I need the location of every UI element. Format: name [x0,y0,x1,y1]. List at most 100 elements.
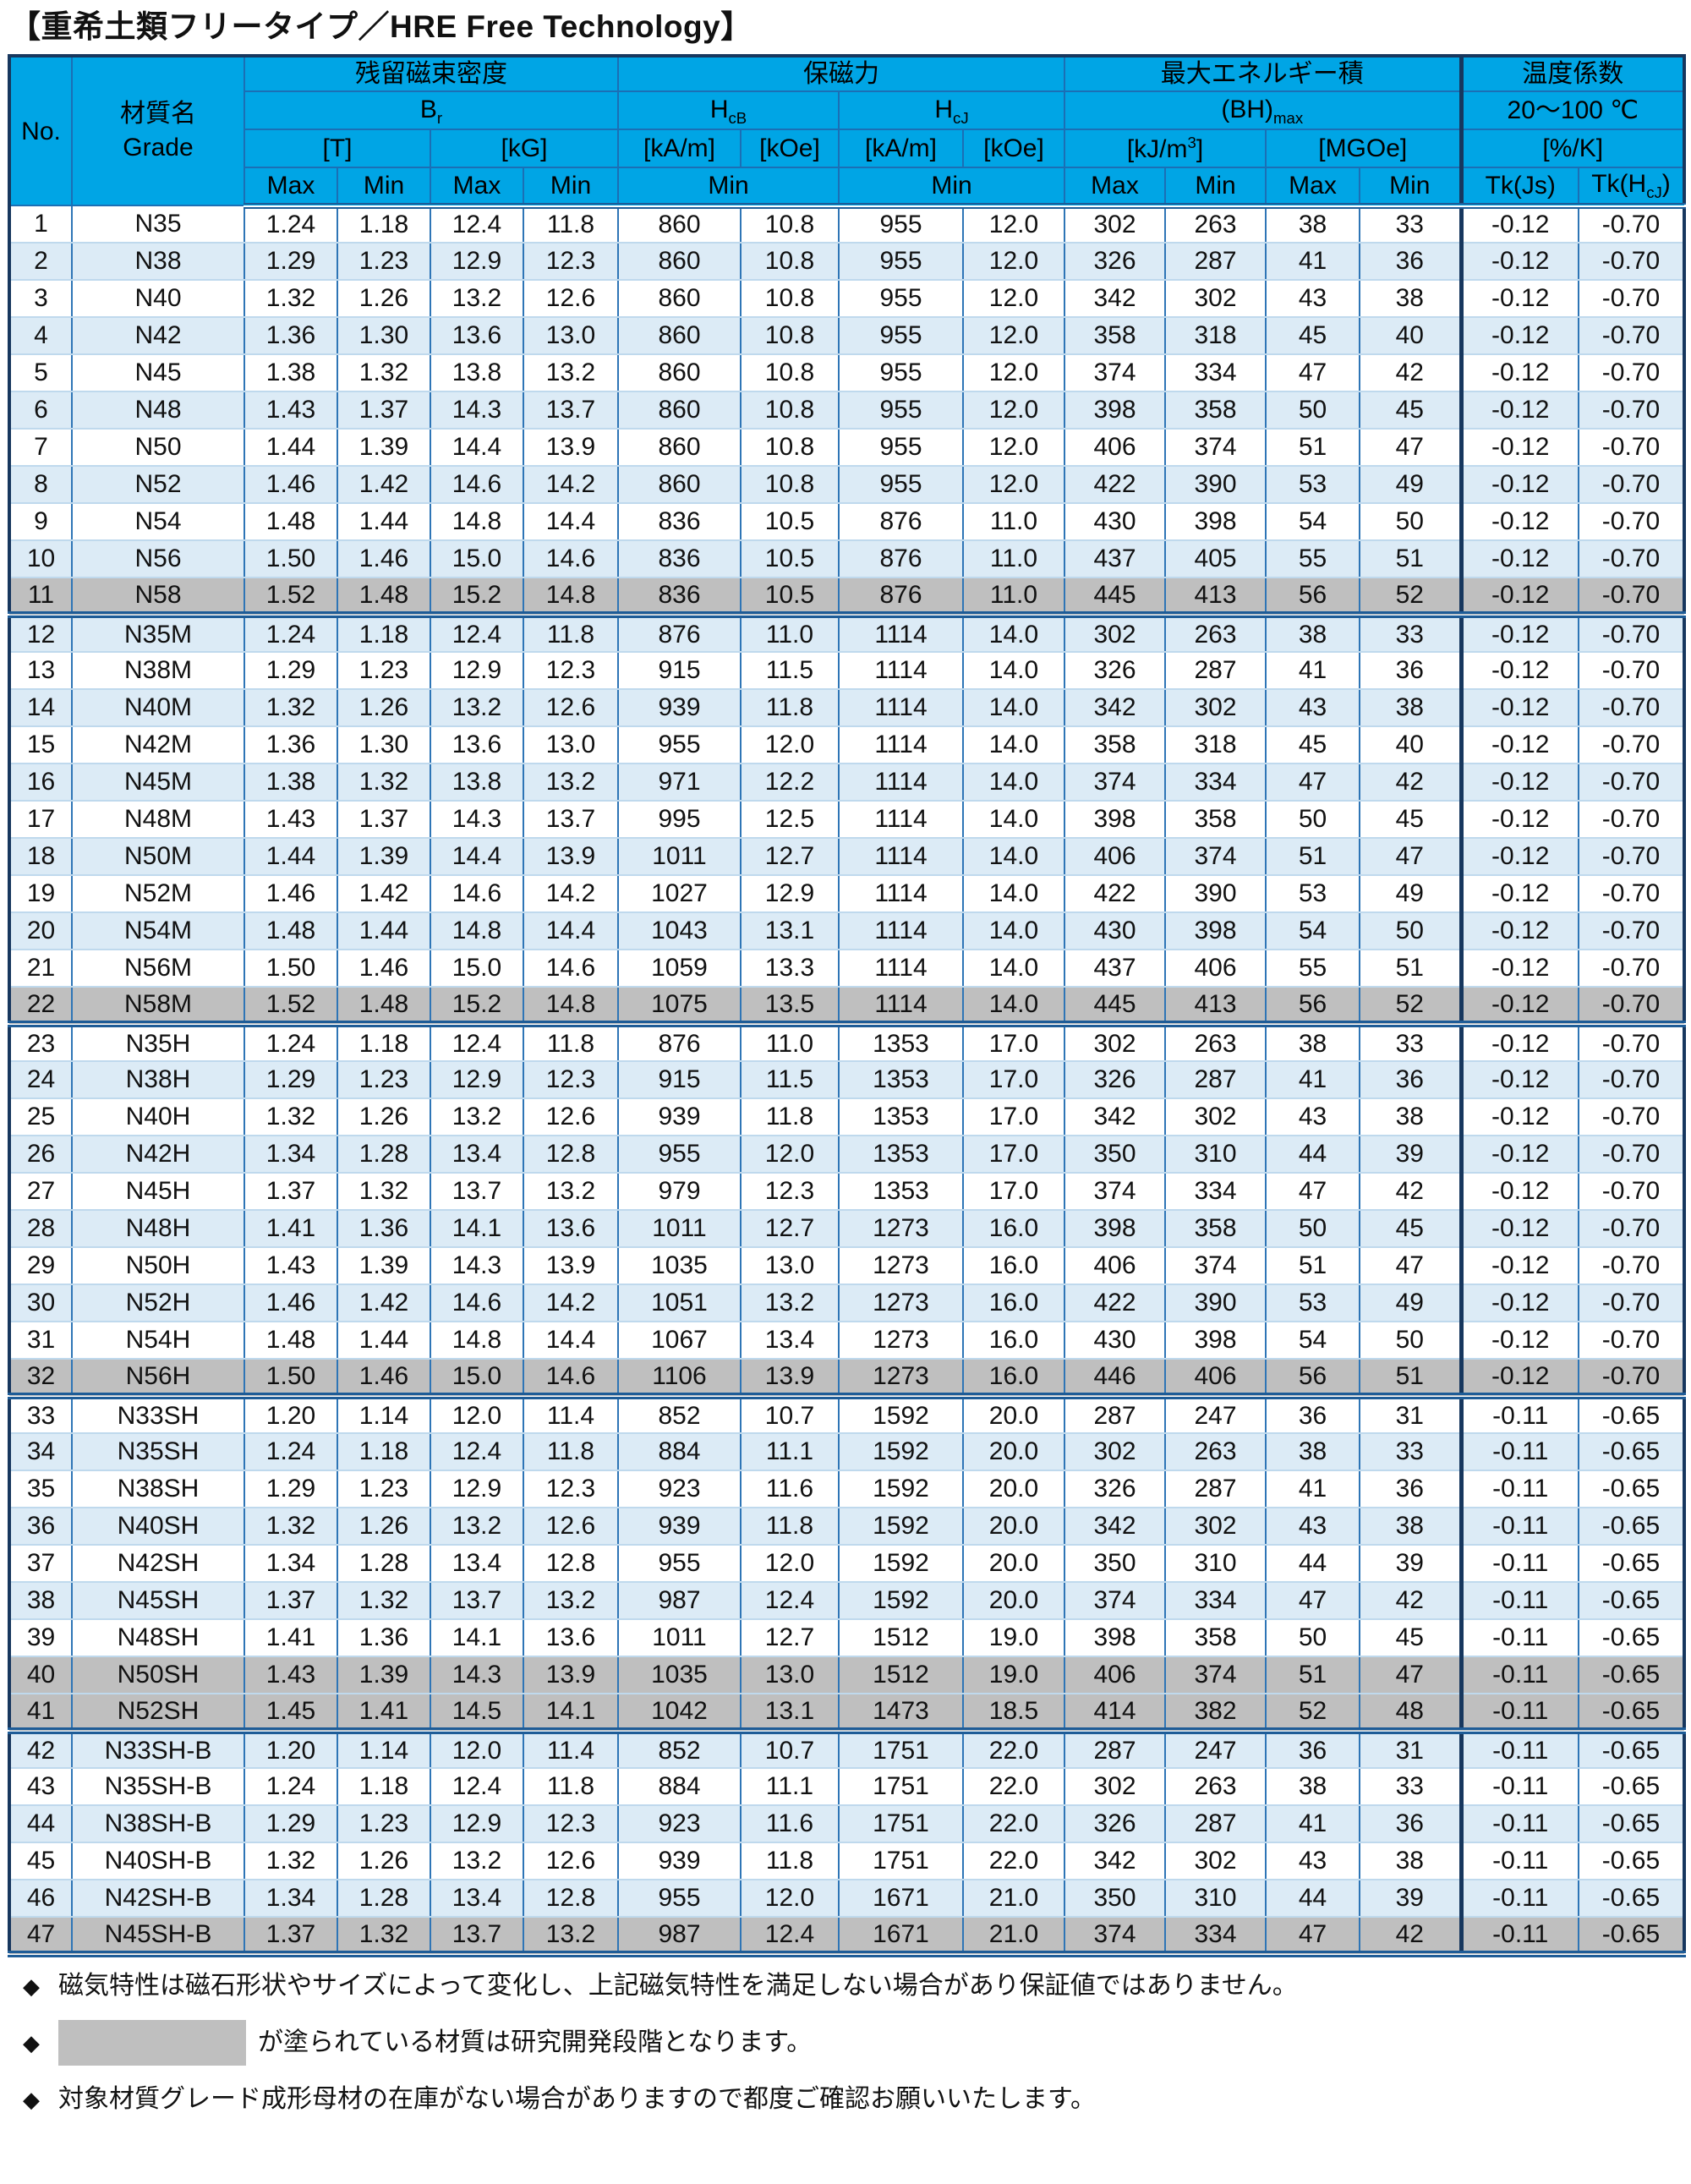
table-row: 34 N35SH 1.24 1.18 12.4 11.8 884 11.1 1592 20.0 30… [8,1432,1685,1472]
cell-hcb_koe: 12.5 [740,800,840,840]
cell-tk_hcj: -0.70 [1578,1135,1685,1174]
table-row: 27 N45H 1.37 1.32 13.7 13.2 979 12.3 1353 17.0 374… [8,1172,1685,1212]
cell-t_min: 1.32 [337,1172,431,1212]
cell-kg_max: 12.0 [430,1395,524,1435]
cell-t_max: 1.36 [244,725,338,765]
cell-hcb_kam: 836 [617,502,742,542]
table-body: 1 N35 1.24 1.18 12.4 11.8 860 10.8 955 12.0 302 263… [8,205,1685,1958]
cell-hcj_kam: 1114 [838,688,964,728]
header-unit-hcb-kam: [kA/m] [617,129,742,169]
cell-grade: N42M [71,725,245,765]
cell-no: 15 [8,725,73,765]
cell-hcb_kam: 1035 [617,1246,742,1286]
cell-hcb_kam: 1035 [617,1656,742,1695]
cell-tk_js: -0.12 [1458,1023,1579,1063]
table-row: 8 N52 1.46 1.42 14.6 14.2 860 10.8 955 12.0 422 390… [8,465,1685,505]
cell-tk_js: -0.12 [1458,688,1579,728]
cell-kg_max: 15.0 [430,949,524,988]
cell-tk_hcj: -0.65 [1578,1804,1685,1844]
cell-hcb_kam: 939 [617,1097,742,1137]
cell-mgoe_min: 33 [1359,614,1462,654]
cell-kg_max: 13.7 [430,1916,524,1958]
cell-hcj_kam: 1592 [838,1395,964,1435]
cell-kj_min: 310 [1164,1135,1267,1174]
table-row: 30 N52H 1.46 1.42 14.6 14.2 1051 13.2 1273 16.0 42… [8,1284,1685,1323]
cell-grade: N52H [71,1284,245,1323]
cell-kj_min: 334 [1164,1172,1267,1212]
cell-hcj_koe: 17.0 [962,1023,1065,1063]
footnote-3-text: 対象材質グレード成形母材の在庫がない場合がありますので都度ご確認お願いいたします… [58,2085,1096,2114]
cell-hcb_koe: 13.1 [740,1693,840,1735]
cell-mgoe_max: 44 [1265,1135,1360,1174]
cell-hcb_kam: 1106 [617,1358,742,1400]
cell-kg_min: 13.2 [523,353,619,393]
table-row: 7 N50 1.44 1.39 14.4 13.9 860 10.8 955 12.0 406 374… [8,428,1685,468]
cell-hcj_koe: 14.0 [962,614,1065,654]
cell-mgoe_min: 36 [1359,242,1462,282]
cell-tk_js: -0.12 [1458,539,1579,579]
cell-hcj_kam: 955 [838,428,964,468]
cell-kg_max: 14.4 [430,428,524,468]
cell-hcj_koe: 14.0 [962,688,1065,728]
cell-hcb_koe: 11.8 [740,1097,840,1137]
cell-mgoe_min: 33 [1359,1023,1462,1063]
cell-t_min: 1.28 [337,1135,431,1174]
cell-hcb_kam: 987 [617,1916,742,1958]
cell-kj_max: 374 [1064,1581,1166,1621]
cell-kj_max: 406 [1064,1656,1166,1695]
cell-kj_min: 287 [1164,1060,1267,1100]
cell-mgoe_max: 43 [1265,1507,1360,1546]
cell-hcj_koe: 19.0 [962,1656,1065,1695]
cell-kg_max: 13.2 [430,1097,524,1137]
cell-hcb_kam: 860 [617,205,742,244]
cell-hcj_kam: 1353 [838,1172,964,1212]
cell-hcb_kam: 1042 [617,1693,742,1735]
cell-kg_min: 12.6 [523,279,619,319]
cell-kg_min: 14.8 [523,577,619,619]
cell-no: 22 [8,986,73,1028]
cell-mgoe_max: 43 [1265,279,1360,319]
cell-grade: N40H [71,1097,245,1137]
cell-grade: N52SH [71,1693,245,1735]
table-row: 21 N56M 1.50 1.46 15.0 14.6 1059 13.3 1114 14.0 43… [8,949,1685,988]
cell-hcj_koe: 19.0 [962,1618,1065,1658]
cell-hcb_kam: 995 [617,800,742,840]
cell-t_max: 1.24 [244,1023,338,1063]
cell-t_min: 1.39 [337,1656,431,1695]
cell-kj_min: 302 [1164,1507,1267,1546]
cell-kj_max: 342 [1064,688,1166,728]
cell-t_max: 1.24 [244,1432,338,1472]
cell-kj_min: 310 [1164,1544,1267,1584]
cell-kg_max: 13.7 [430,1172,524,1212]
cell-mgoe_max: 50 [1265,391,1360,430]
cell-hcj_kam: 1114 [838,651,964,691]
cell-hcb_koe: 10.8 [740,279,840,319]
cell-t_min: 1.26 [337,688,431,728]
cell-hcb_kam: 939 [617,688,742,728]
cell-tk_hcj: -0.70 [1578,1097,1685,1137]
cell-kg_max: 13.4 [430,1135,524,1174]
cell-t_min: 1.37 [337,391,431,430]
cell-kg_min: 13.9 [523,428,619,468]
cell-hcb_kam: 1011 [617,837,742,877]
cell-kg_max: 12.9 [430,1470,524,1509]
cell-no: 10 [8,539,73,579]
cell-mgoe_max: 51 [1265,428,1360,468]
cell-hcj_koe: 20.0 [962,1470,1065,1509]
cell-grade: N38SH-B [71,1804,245,1844]
cell-hcj_koe: 16.0 [962,1358,1065,1400]
header-tk-hcj: Tk(HcJ) [1578,167,1685,209]
cell-grade: N42 [71,316,245,356]
cell-tk_hcj: -0.65 [1578,1879,1685,1919]
cell-hcb_kam: 923 [617,1470,742,1509]
cell-no: 19 [8,874,73,914]
cell-hcb_kam: 1011 [617,1209,742,1249]
cell-mgoe_min: 36 [1359,1804,1462,1844]
cell-tk_js: -0.12 [1458,986,1579,1028]
cell-grade: N35M [71,614,245,654]
cell-tk_hcj: -0.70 [1578,577,1685,619]
cell-hcb_kam: 836 [617,539,742,579]
cell-hcj_kam: 1114 [838,986,964,1028]
cell-tk_hcj: -0.70 [1578,316,1685,356]
cell-kj_min: 413 [1164,577,1267,619]
